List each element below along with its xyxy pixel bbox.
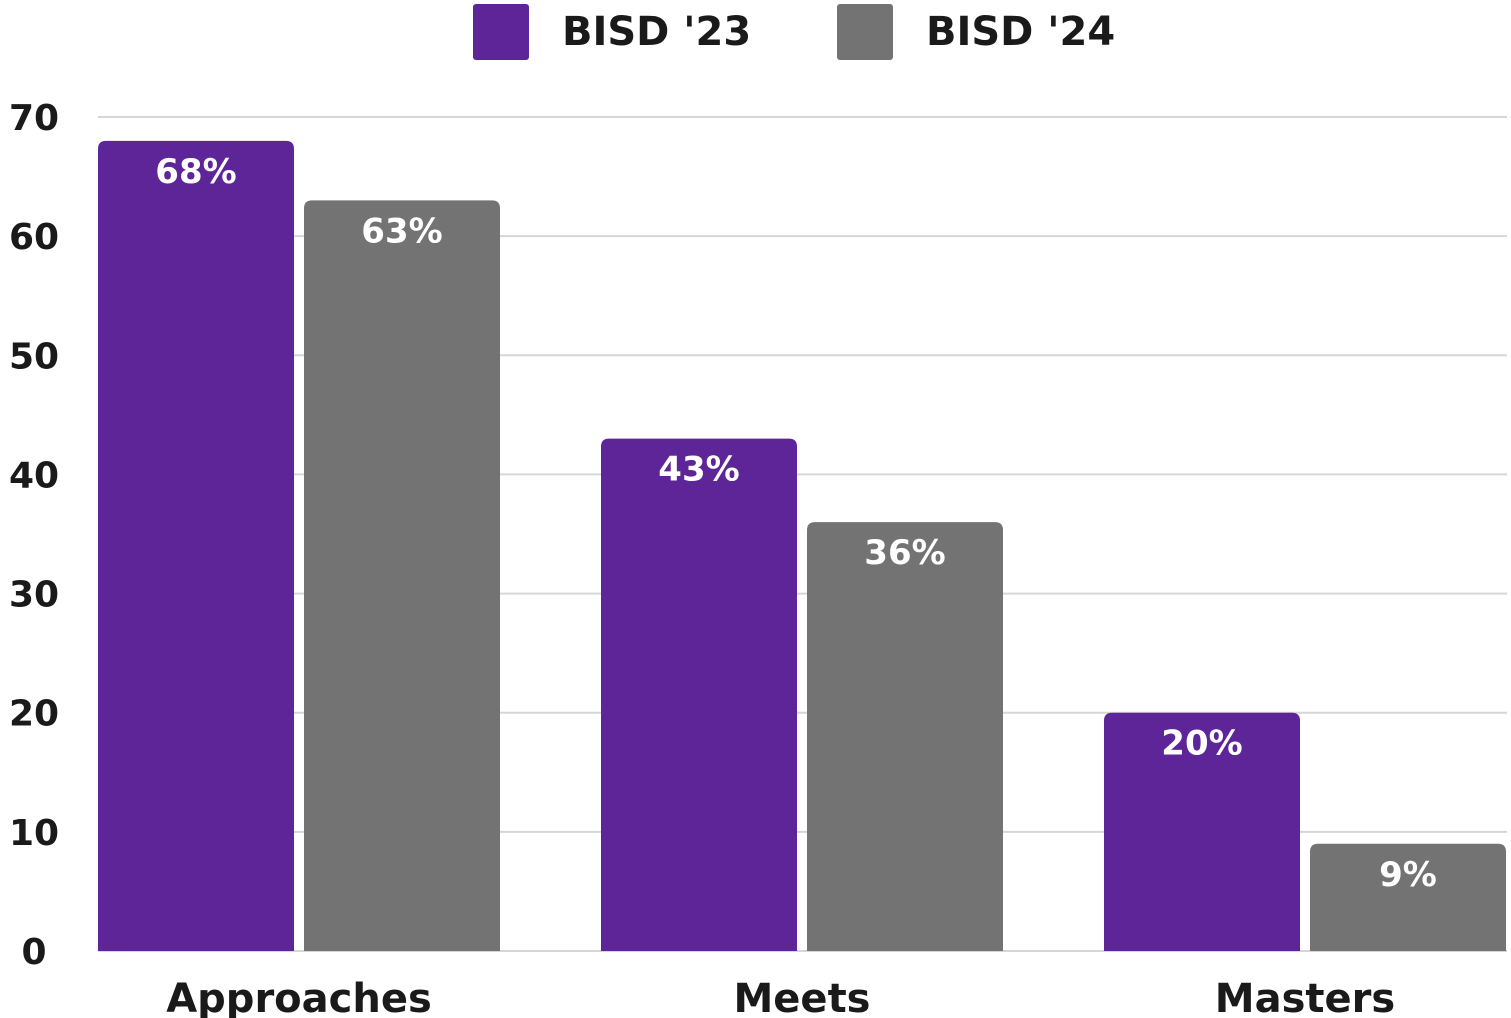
bar-meets-series-1 — [601, 438, 797, 952]
bars — [98, 140, 1506, 952]
legend: BISD '23 BISD '24 — [473, 4, 1115, 60]
data-label: 36% — [864, 533, 945, 573]
bar-masters-series-1 — [1104, 712, 1300, 951]
data-labels: 68% 63% 43% 36% 20% 9% — [155, 152, 1437, 895]
y-tick-label: 0 — [21, 932, 46, 973]
data-label: 68% — [155, 152, 236, 192]
y-tick-label: 40 — [9, 455, 59, 496]
legend-label: BISD '23 — [562, 9, 751, 55]
legend-swatch — [473, 4, 529, 60]
y-tick-label: 20 — [9, 694, 59, 735]
legend-label: BISD '24 — [926, 9, 1115, 55]
data-label: 20% — [1161, 724, 1242, 764]
y-tick-label: 60 — [9, 217, 59, 258]
y-tick-label: 10 — [9, 813, 59, 854]
y-tick-label: 50 — [9, 336, 59, 377]
y-axis: 0 10 20 30 40 50 60 70 — [9, 98, 59, 973]
x-tick-label: Masters — [1215, 976, 1395, 1018]
bar-meets-series-2 — [807, 522, 1003, 951]
bar-masters-series-2 — [1310, 843, 1506, 951]
data-label: 43% — [658, 450, 739, 490]
data-label: 9% — [1379, 855, 1437, 895]
data-label: 63% — [361, 211, 442, 251]
x-tick-label: Meets — [734, 976, 871, 1018]
x-tick-label: Approaches — [166, 976, 432, 1018]
y-tick-label: 70 — [9, 98, 59, 139]
x-axis: Approaches Meets Masters — [166, 976, 1395, 1018]
legend-swatch — [837, 4, 893, 60]
bar-approaches-series-2 — [304, 200, 500, 951]
bar-approaches-series-1 — [98, 140, 294, 952]
y-tick-label: 30 — [9, 575, 59, 616]
